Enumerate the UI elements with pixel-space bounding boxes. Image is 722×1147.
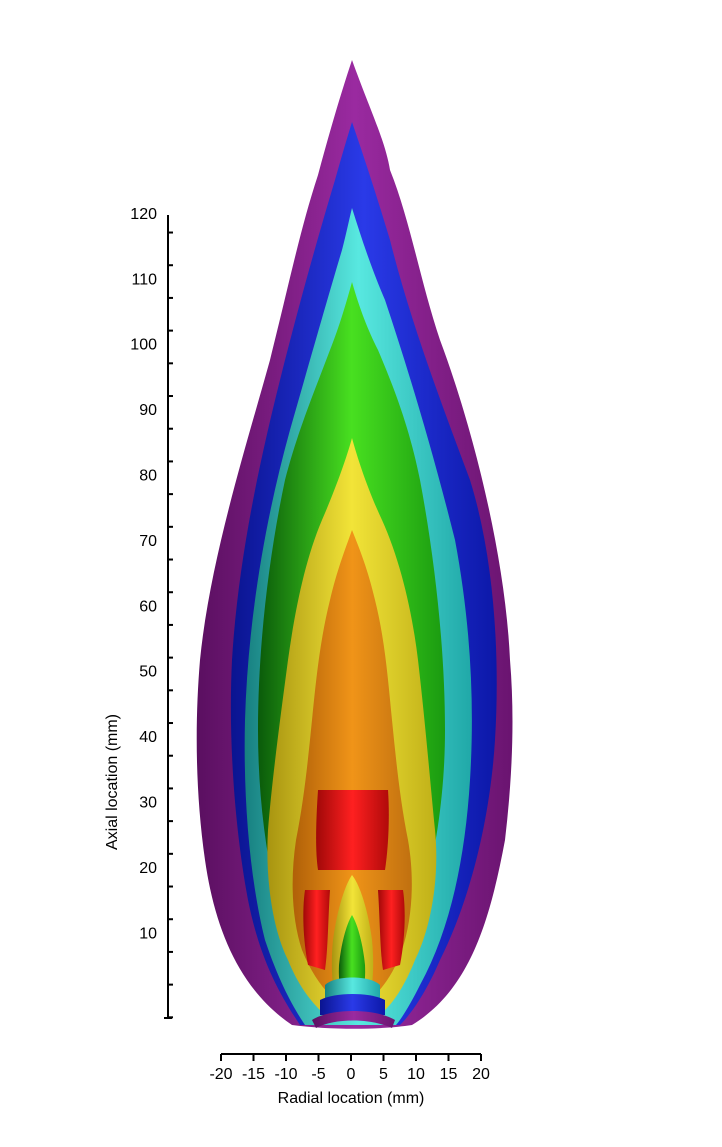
- x-axis-ticks: -20 -15 -10 -5 0 5 10 15 20: [209, 1054, 490, 1083]
- y-axis-title: Axial location (mm): [104, 714, 121, 850]
- y-tick-label: 90: [139, 402, 157, 419]
- y-axis: 10 20 30 40 50 60 70 80 90 100 110 120 Axial locati…: [104, 206, 173, 1019]
- y-tick-label: 20: [139, 860, 157, 877]
- y-tick-label: 10: [139, 925, 157, 942]
- x-axis: -20 -15 -10 -5 0 5 10 15 20 Radial location (mm): [209, 1053, 490, 1107]
- x-tick-label: -10: [274, 1066, 297, 1083]
- y-tick-label: 60: [139, 598, 157, 615]
- contour-orange: [292, 530, 412, 995]
- x-tick-label: 15: [440, 1066, 458, 1083]
- y-tick-label: 120: [130, 206, 157, 223]
- y-tick-label: 100: [130, 337, 157, 354]
- y-tick-label: 30: [139, 795, 157, 812]
- contour-base-purple: [312, 1011, 395, 1028]
- y-tick-label: 50: [139, 664, 157, 681]
- x-tick-label: -5: [311, 1066, 325, 1083]
- y-tick-label: 40: [139, 729, 157, 746]
- contour-base-blue: [320, 994, 385, 1015]
- contour-red-lower-left: [303, 890, 330, 970]
- y-tick-label: 70: [139, 533, 157, 550]
- contour-red-lower-right: [378, 890, 405, 970]
- x-tick-label: -20: [209, 1066, 232, 1083]
- contour-red-upper: [316, 790, 389, 870]
- x-tick-label: 10: [407, 1066, 425, 1083]
- x-tick-label: 0: [347, 1066, 356, 1083]
- y-axis-major-ticks: 10 20 30 40 50 60 70 80 90 100 110 120: [130, 206, 172, 1019]
- x-tick-label: 5: [379, 1066, 388, 1083]
- y-tick-label: 110: [131, 271, 157, 288]
- y-tick-label: 80: [139, 468, 157, 485]
- x-tick-label: 20: [472, 1066, 490, 1083]
- x-axis-title: Radial location (mm): [278, 1090, 425, 1107]
- y-axis-minor-ticks: [168, 231, 173, 1019]
- x-tick-label: -15: [242, 1066, 265, 1083]
- flame-surfaces: [196, 60, 513, 1029]
